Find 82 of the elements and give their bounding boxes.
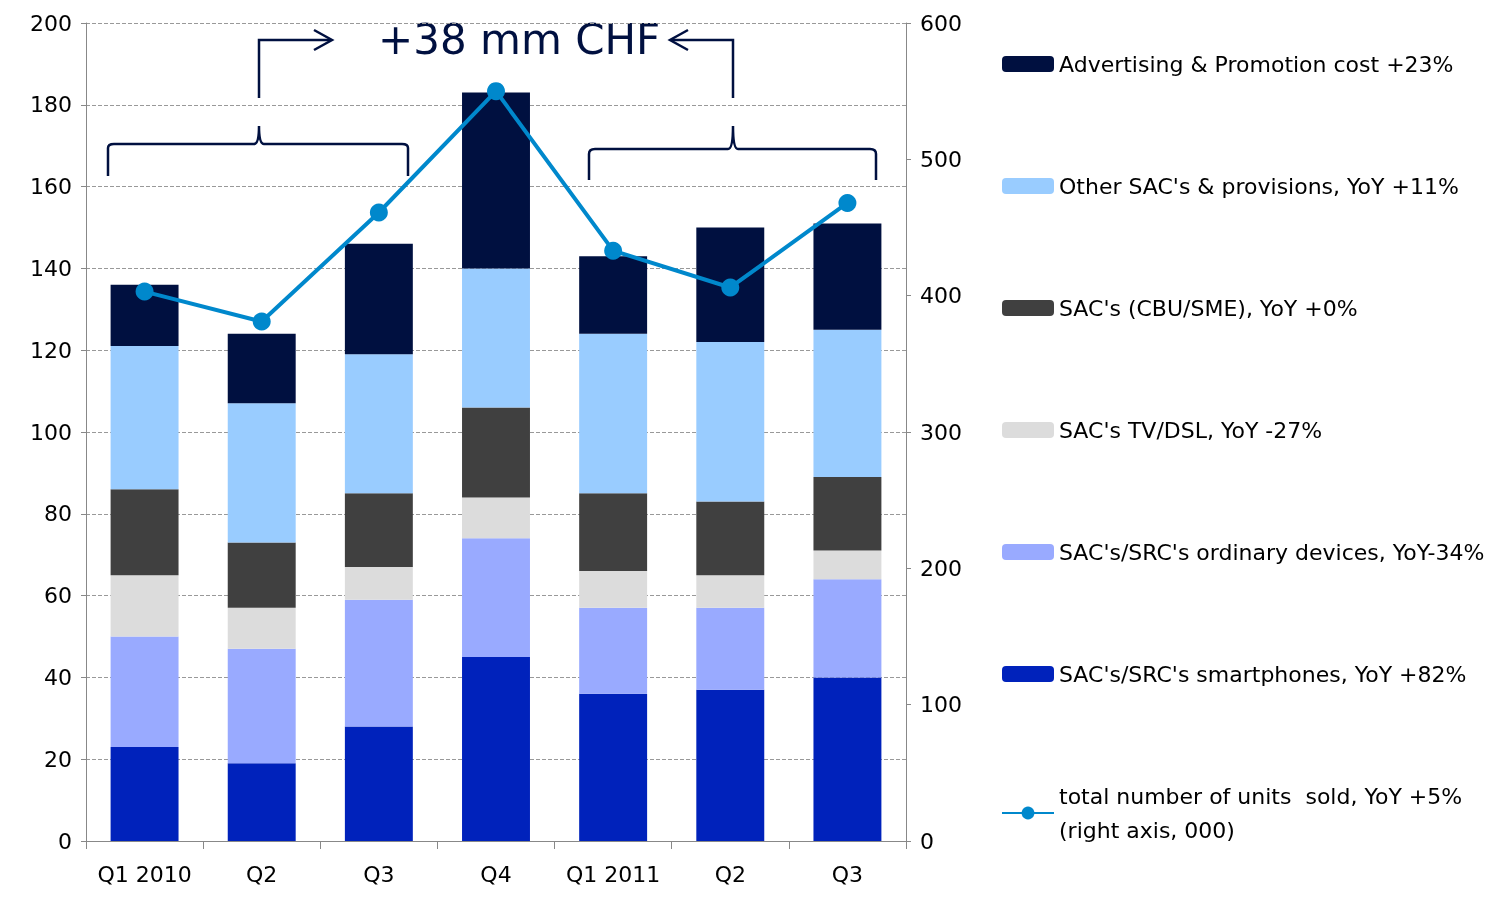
bar bbox=[696, 227, 765, 343]
bar bbox=[344, 493, 413, 567]
y2-tick-label: 200 bbox=[920, 555, 962, 581]
point bbox=[135, 282, 154, 301]
bar bbox=[227, 542, 296, 608]
bar bbox=[344, 354, 413, 494]
x-tick-label: Q3 bbox=[831, 861, 864, 887]
bar bbox=[579, 571, 648, 608]
bar bbox=[462, 92, 530, 269]
legend-label: Other SAC's & provisions, YoY +11% bbox=[1059, 173, 1459, 199]
bar bbox=[462, 538, 530, 657]
x-tick-label: Q2 bbox=[714, 861, 746, 887]
point bbox=[838, 193, 857, 212]
bar bbox=[110, 346, 179, 490]
y-tick-label: 200 bbox=[30, 10, 72, 36]
x-tick-label: Q2 bbox=[246, 861, 278, 887]
y-tick-label: 160 bbox=[30, 174, 72, 200]
x-tick-label: Q1 2011 bbox=[565, 861, 661, 887]
bar bbox=[227, 763, 296, 841]
x-tick-label: Q4 bbox=[480, 861, 512, 887]
y-tick-label: 120 bbox=[30, 337, 72, 363]
bar bbox=[813, 329, 882, 477]
x-tick-label: Q1 2010 bbox=[97, 861, 192, 887]
legend-label: SAC's/SRC's smartphones, YoY +82% bbox=[1059, 661, 1467, 687]
point bbox=[604, 241, 623, 260]
bar bbox=[696, 575, 765, 608]
bar bbox=[813, 223, 882, 330]
bar bbox=[227, 648, 296, 764]
bar bbox=[813, 476, 882, 551]
y2-tick-label: 0 bbox=[920, 828, 934, 854]
bar bbox=[579, 493, 648, 572]
annotation: +38 mm CHF bbox=[378, 14, 661, 64]
y-tick-label: 0 bbox=[58, 828, 72, 854]
y-tick-label: 80 bbox=[44, 501, 72, 527]
bar bbox=[110, 489, 179, 576]
bar bbox=[462, 407, 530, 498]
bar bbox=[579, 607, 648, 694]
bar bbox=[696, 689, 765, 841]
bar bbox=[227, 333, 296, 404]
legend-label: SAC's (CBU/SME), YoY +0% bbox=[1059, 295, 1358, 321]
point bbox=[252, 312, 271, 331]
bar bbox=[227, 403, 296, 543]
bar bbox=[344, 726, 413, 841]
bar bbox=[579, 256, 648, 334]
point bbox=[487, 82, 505, 101]
y-tick-label: 40 bbox=[44, 664, 72, 690]
bar bbox=[110, 284, 179, 347]
y-tick-label: 180 bbox=[30, 92, 72, 118]
bar bbox=[813, 550, 882, 580]
bar bbox=[696, 607, 765, 690]
y2-tick-label: 600 bbox=[920, 10, 962, 36]
legend-label: SAC's/SRC's ordinary devices, YoY-34% bbox=[1059, 539, 1485, 565]
legend-label: Advertising & Promotion cost +23% bbox=[1059, 51, 1454, 77]
bar bbox=[344, 599, 413, 727]
bar bbox=[813, 677, 882, 841]
x-tick-label: Q3 bbox=[363, 861, 395, 887]
y2-tick-label: 100 bbox=[920, 692, 962, 718]
bar bbox=[813, 579, 882, 678]
y2-tick-label: 500 bbox=[920, 146, 962, 172]
bar bbox=[462, 497, 530, 539]
bar bbox=[462, 268, 530, 408]
point bbox=[369, 203, 388, 222]
bar bbox=[579, 693, 648, 841]
y2-tick-label: 400 bbox=[920, 283, 962, 309]
bar bbox=[462, 656, 530, 841]
bar bbox=[110, 575, 179, 637]
bar bbox=[344, 243, 413, 355]
y-tick-label: 60 bbox=[44, 583, 72, 609]
bar bbox=[110, 746, 179, 841]
y2-tick-label: 300 bbox=[920, 419, 962, 445]
bar bbox=[579, 333, 648, 494]
y-tick-label: 20 bbox=[44, 746, 72, 772]
bar bbox=[696, 342, 765, 502]
legend-label: SAC's TV/DSL, YoY -27% bbox=[1059, 417, 1323, 443]
y-tick-label: 100 bbox=[30, 419, 72, 445]
bar bbox=[344, 566, 413, 600]
bar bbox=[696, 501, 765, 576]
point bbox=[721, 278, 740, 297]
y-tick-label: 140 bbox=[30, 255, 72, 281]
bar bbox=[110, 636, 179, 747]
legend-label: total number of units sold, YoY +5% (right axis, 000) bbox=[1059, 783, 1470, 843]
bar bbox=[227, 607, 296, 649]
